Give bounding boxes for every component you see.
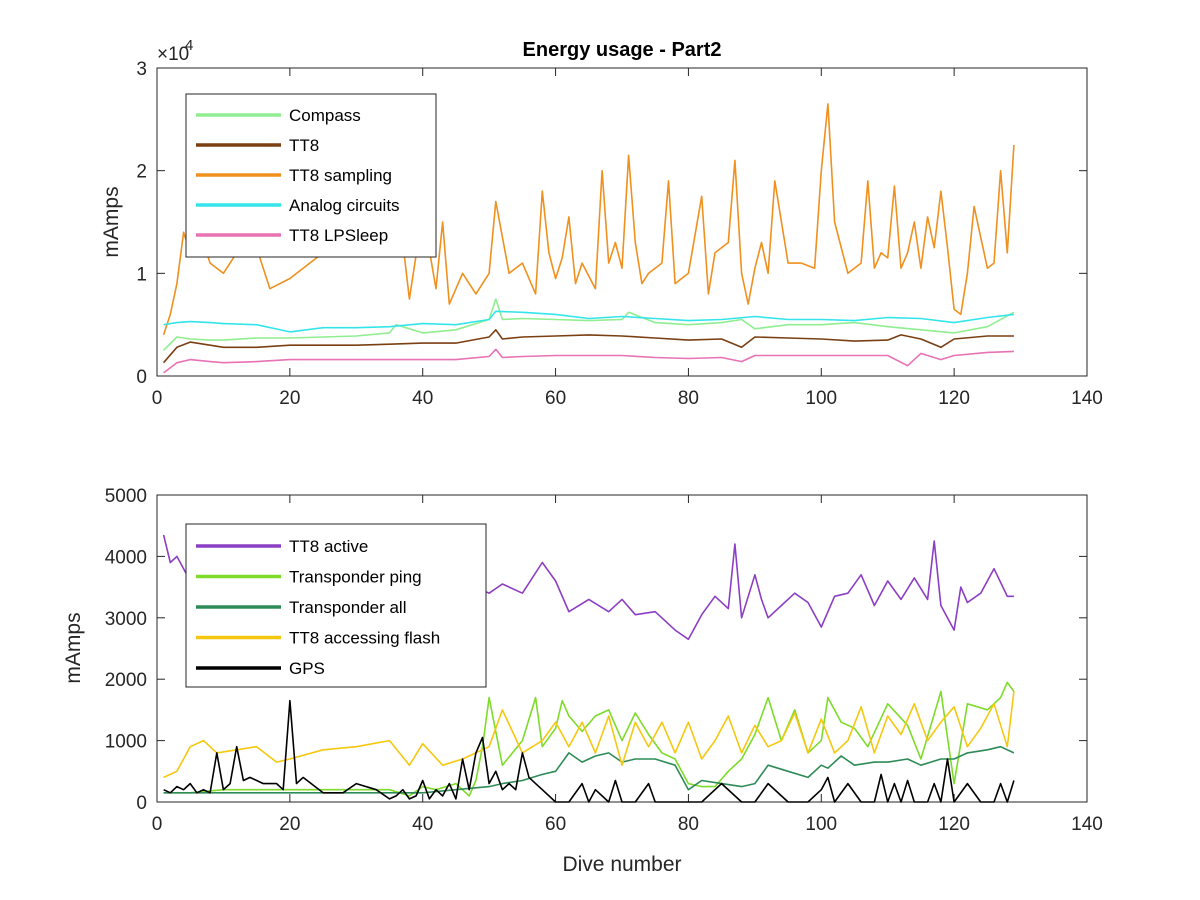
x-tick-label: 60 xyxy=(545,388,566,409)
x-axis-label: Dive number xyxy=(562,853,681,876)
series-line-analog-circuits xyxy=(163,310,1014,333)
series-line-tt8-accessing-flash xyxy=(163,691,1015,779)
x-tick-label: 60 xyxy=(545,814,566,835)
chart-title: Energy usage - Part2 xyxy=(523,39,722,61)
legend-label-analog-circuits: Analog circuits xyxy=(289,196,400,215)
x-tick-label: 120 xyxy=(938,814,970,835)
top-y-axis-label: mAmps xyxy=(100,186,123,257)
x-tick-label: 0 xyxy=(152,388,163,409)
bottom-legend: TT8 active Transponder ping Transponder al… xyxy=(185,523,487,688)
legend-label-tt8-accessing-flash: TT8 accessing flash xyxy=(289,629,440,648)
x-tick-label: 40 xyxy=(412,388,433,409)
x-tick-label: 120 xyxy=(938,388,970,409)
legend-label-tt8-sampling: TT8 sampling xyxy=(289,166,392,185)
y-tick-label: 5000 xyxy=(105,486,147,507)
legend-label-tt8: TT8 xyxy=(289,136,319,155)
legend-label-tt8-active: TT8 active xyxy=(289,537,368,556)
legend-label-gps: GPS xyxy=(289,659,325,678)
series-line-tt8-lpsleep xyxy=(163,348,1014,374)
series-line-tt8 xyxy=(162,328,1014,364)
x-tick-label: 0 xyxy=(152,814,163,835)
top-axes: 0 20 40 60 80 100 120 140 0 1 2 3 Energy usage - Pa… xyxy=(100,37,1103,409)
y-tick-label: 2 xyxy=(136,162,147,183)
x-tick-label: 80 xyxy=(678,814,699,835)
legend-label-tt8-lpsleep: TT8 LPSleep xyxy=(289,226,388,245)
y-exponent-power: 4 xyxy=(185,37,193,54)
y-tick-label: 1 xyxy=(136,264,147,285)
x-tick-label: 140 xyxy=(1071,388,1103,409)
y-tick-label: 0 xyxy=(136,367,147,388)
y-exponent-base: ×10 xyxy=(157,44,189,65)
bottom-axes: 0 20 40 60 80 100 120 140010002000300040005000 … xyxy=(62,486,1103,876)
top-legend: Compass TT8 TT8 sampling Analog circuits TT8… xyxy=(185,93,437,258)
bottom-y-axis-label: mAmps xyxy=(62,612,85,683)
x-tick-label: 100 xyxy=(805,388,837,409)
x-tick-label: 40 xyxy=(412,814,433,835)
x-tick-label: 140 xyxy=(1071,814,1103,835)
x-tick-label: 100 xyxy=(805,814,837,835)
y-exponent-label: ×10 4 xyxy=(157,37,193,65)
x-tick-label: 20 xyxy=(279,388,300,409)
top-ticks: 0 20 40 60 80 100 120 140 0 1 2 3 xyxy=(136,59,1102,409)
y-tick-label: 3 xyxy=(136,59,147,80)
legend-label-transponder-ping: Transponder ping xyxy=(289,568,422,587)
y-tick-label: 2000 xyxy=(105,670,147,691)
bottom-ticks: 0 20 40 60 80 100 120 140 0 1000 2000 3000 4000 5000 xyxy=(105,486,1103,835)
y-tick-label: 3000 xyxy=(105,609,147,630)
x-tick-label: 20 xyxy=(279,814,300,835)
legend-label-compass: Compass xyxy=(289,106,361,125)
y-tick-label: 1000 xyxy=(105,732,147,753)
series-line-compass xyxy=(163,298,1015,351)
series-line-gps xyxy=(163,699,1015,803)
y-tick-label: 0 xyxy=(136,793,147,814)
legend-label-transponder-all: Transponder all xyxy=(289,598,407,617)
y-tick-label: 4000 xyxy=(105,547,147,568)
x-tick-label: 80 xyxy=(678,388,699,409)
